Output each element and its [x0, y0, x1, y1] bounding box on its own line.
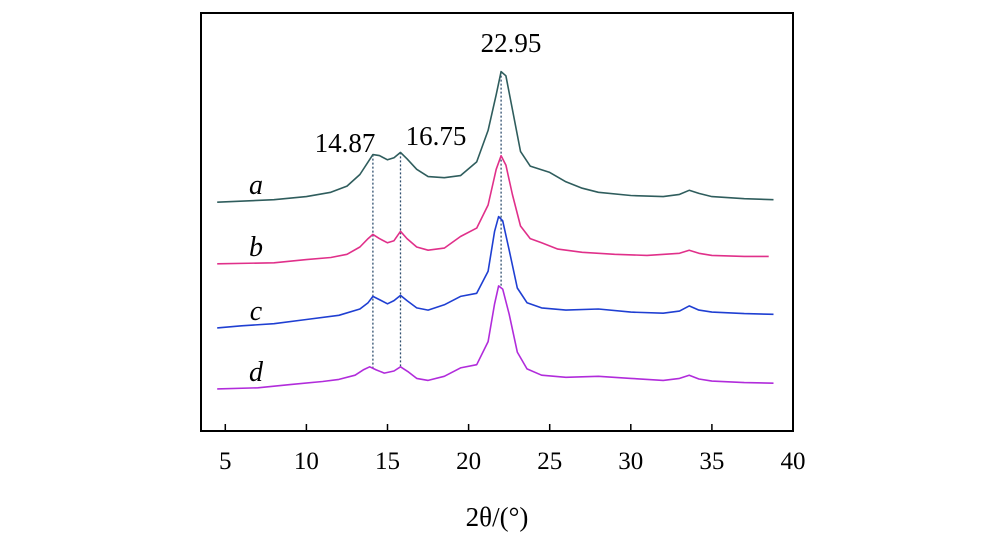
peak-label-14.87: 14.87 — [315, 128, 376, 158]
series-group — [217, 70, 774, 390]
x-tick-label-20: 20 — [456, 448, 481, 475]
x-tick-label-15: 15 — [375, 448, 400, 475]
series-label-c: c — [250, 296, 263, 327]
plot-frame — [200, 12, 794, 432]
x-axis-label: 2θ/(°) — [466, 502, 529, 532]
x-tick-label-30: 30 — [618, 448, 643, 475]
x-tick-label-10: 10 — [294, 448, 319, 475]
series-labels: ab cd — [249, 170, 264, 388]
series-line-b — [217, 154, 769, 265]
series-label-d: d — [249, 357, 264, 388]
series-label-a: a — [249, 170, 263, 201]
x-axis-ticks: 5 10 15 20 25 30 35 40 — [219, 424, 806, 475]
series-line-a — [217, 70, 774, 203]
series-label-b: b — [249, 232, 263, 263]
peak-labels: 14.87 16.75 22.95 — [315, 28, 542, 158]
peak-label-22.95: 22.95 — [481, 28, 542, 58]
x-tick-label-35: 35 — [699, 448, 724, 475]
peak-reference-lines — [372, 71, 502, 369]
series-line-c — [217, 215, 774, 329]
peak-label-16.75: 16.75 — [406, 121, 467, 151]
series-line-d — [217, 285, 774, 390]
x-tick-label-25: 25 — [537, 448, 562, 475]
x-tick-label-5: 5 — [219, 448, 232, 475]
x-tick-label-40: 40 — [781, 448, 806, 475]
